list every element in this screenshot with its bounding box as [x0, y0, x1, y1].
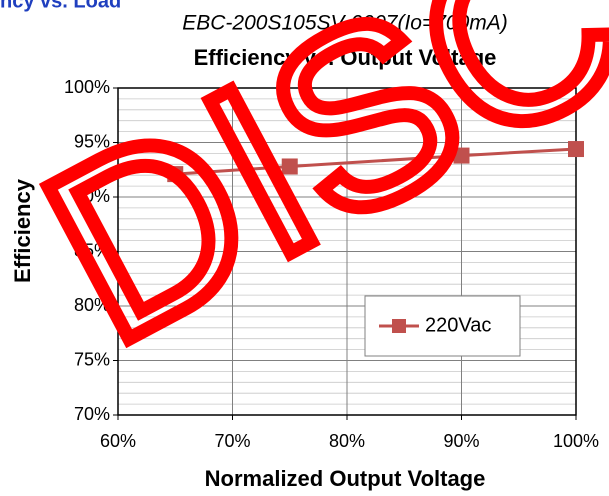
- x-tick-label: 80%: [329, 431, 365, 451]
- y-tick-label: 70%: [74, 404, 110, 424]
- plot-frame: [117, 87, 577, 416]
- y-tick-label: 75%: [74, 349, 110, 369]
- data-point: [281, 158, 298, 175]
- y-tick-label: 95%: [74, 131, 110, 151]
- x-tick-label: 60%: [100, 431, 136, 451]
- series-line: [175, 147, 577, 176]
- y-tick-label: 80%: [74, 295, 110, 315]
- x-axis-title: Normalized Output Voltage: [205, 466, 486, 491]
- y-axis-title: Efficiency: [10, 178, 35, 283]
- data-point: [568, 141, 584, 158]
- y-tick-label: 90%: [74, 186, 110, 206]
- y-tick-label: 85%: [74, 240, 110, 260]
- data-point: [167, 166, 184, 183]
- y-tick-label: 100%: [64, 77, 110, 97]
- data-point: [453, 147, 470, 164]
- x-tick-label: 100%: [553, 431, 599, 451]
- legend-label: 220Vac: [425, 314, 491, 336]
- x-tick-label: 90%: [443, 431, 479, 451]
- chart-subtitle: EBC-200S105SV-0007(Io=700mA): [182, 12, 508, 35]
- chart-title: Efficiency vs. Output Voltage: [194, 45, 497, 70]
- legend-marker: [392, 319, 406, 333]
- header: Efficiency vs. Load: [0, 0, 121, 12]
- x-tick-label: 70%: [214, 431, 250, 451]
